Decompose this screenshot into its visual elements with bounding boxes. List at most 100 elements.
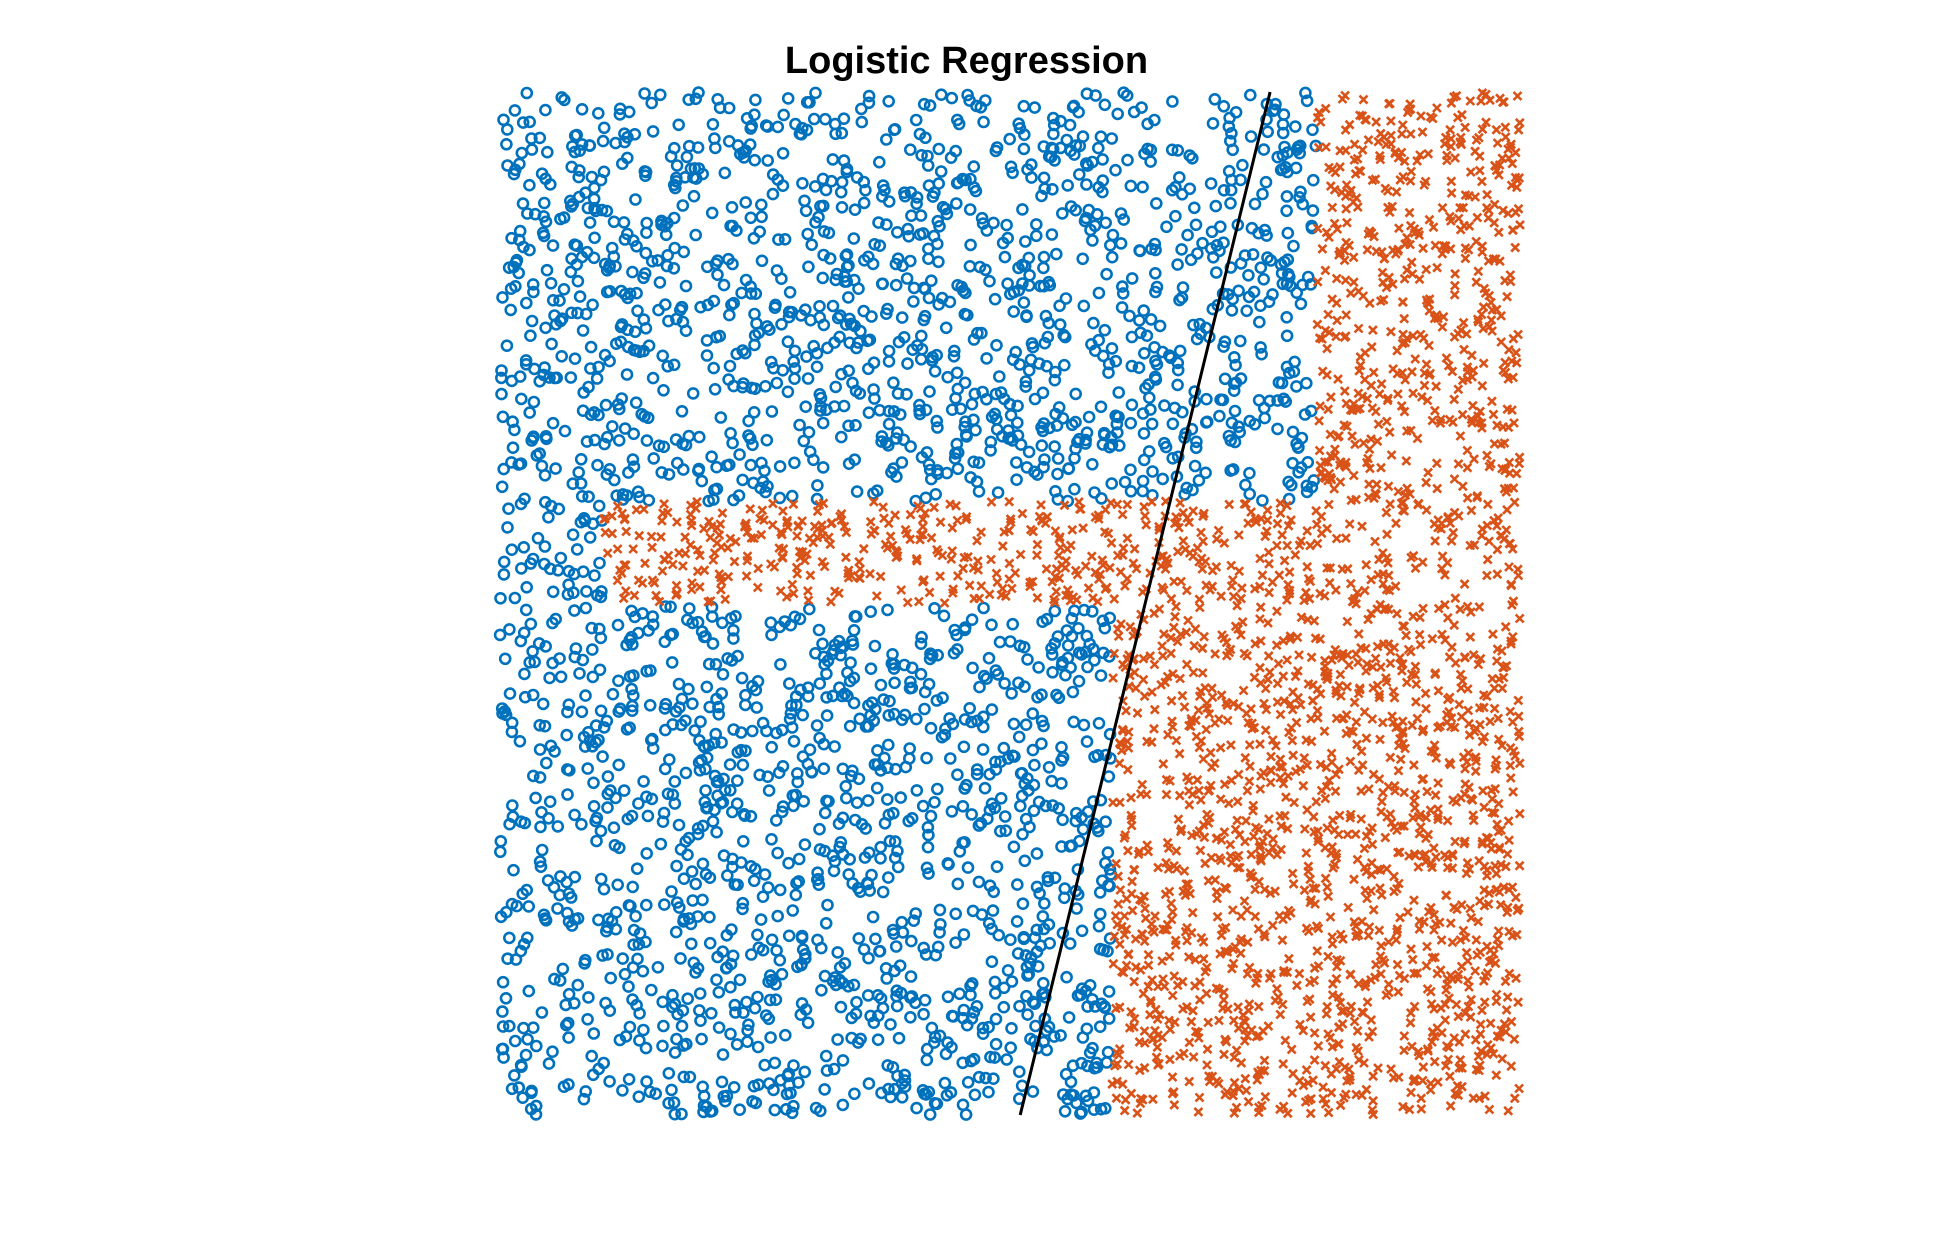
data-point-circle xyxy=(494,910,508,924)
data-point-circle xyxy=(636,964,650,978)
data-point-cross xyxy=(1137,1094,1148,1105)
data-point-circle xyxy=(675,404,689,418)
data-point-cross xyxy=(1447,642,1457,653)
data-point-cross xyxy=(1452,1080,1463,1091)
data-point-cross xyxy=(1414,274,1425,285)
data-point-circle xyxy=(846,764,859,778)
data-point-cross xyxy=(1228,944,1239,955)
data-point-circle xyxy=(599,996,612,1010)
data-point-cross xyxy=(1242,968,1253,979)
data-point-circle xyxy=(1030,229,1043,243)
data-point-cross xyxy=(677,561,688,571)
data-point-circle xyxy=(496,410,510,424)
data-point-cross xyxy=(1162,729,1173,740)
data-point-cross xyxy=(1401,455,1412,466)
data-point-circle xyxy=(657,383,670,397)
data-point-cross xyxy=(1354,365,1365,376)
data-point-cross xyxy=(1217,630,1227,640)
data-point-cross xyxy=(1161,857,1172,868)
data-point-circle xyxy=(1076,252,1089,266)
data-point-cross xyxy=(1233,530,1244,540)
data-point-circle xyxy=(561,588,575,601)
data-point-cross xyxy=(1332,432,1343,442)
data-point-circle xyxy=(553,652,566,665)
data-point-circle xyxy=(851,881,865,895)
data-point-circle xyxy=(720,1089,734,1103)
data-point-circle xyxy=(1124,463,1137,477)
data-point-circle xyxy=(1012,730,1026,744)
data-point-cross xyxy=(1295,764,1306,775)
data-point-cross xyxy=(1453,458,1464,469)
data-point-circle xyxy=(814,391,828,405)
data-point-circle xyxy=(905,661,919,675)
data-point-cross xyxy=(1393,721,1404,732)
data-point-circle xyxy=(685,865,699,878)
data-point-cross xyxy=(1432,1077,1443,1088)
data-point-cross xyxy=(1329,825,1340,836)
data-point-circle xyxy=(1156,472,1169,486)
data-point-cross xyxy=(1150,1025,1160,1036)
data-point-cross xyxy=(1252,968,1263,979)
data-point-circle xyxy=(612,674,625,688)
data-point-cross xyxy=(1462,956,1473,966)
data-point-circle xyxy=(818,969,832,983)
data-point-cross xyxy=(1505,538,1516,549)
data-point-circle xyxy=(1003,397,1017,411)
data-point-cross xyxy=(1437,629,1447,640)
data-point-circle xyxy=(520,580,534,594)
data-point-cross xyxy=(1415,612,1425,623)
data-point-circle xyxy=(566,477,580,491)
data-point-circle xyxy=(625,604,638,618)
data-point-circle xyxy=(873,239,887,252)
data-point-cross xyxy=(1465,903,1476,914)
data-point-cross xyxy=(1491,520,1502,531)
data-point-circle xyxy=(679,324,693,338)
data-point-circle xyxy=(746,1095,759,1108)
data-point-circle xyxy=(989,755,1002,769)
data-point-circle xyxy=(790,767,804,780)
data-point-cross xyxy=(1158,585,1169,596)
data-point-circle xyxy=(502,1019,516,1033)
data-point-circle xyxy=(548,972,561,986)
data-point-cross xyxy=(1275,772,1286,783)
data-point-circle xyxy=(990,338,1003,352)
series-crosses xyxy=(598,87,1525,1120)
data-point-cross xyxy=(1327,202,1338,213)
data-point-circle xyxy=(907,914,921,928)
data-point-cross xyxy=(1462,374,1473,385)
data-point-cross xyxy=(1149,927,1160,938)
data-point-circle xyxy=(594,590,608,604)
data-point-circle xyxy=(1091,748,1105,762)
data-point-cross xyxy=(1490,958,1501,969)
data-point-cross xyxy=(1483,255,1494,266)
data-point-circle xyxy=(1226,143,1239,157)
data-point-cross xyxy=(1469,454,1480,465)
data-point-circle xyxy=(585,621,599,635)
data-point-circle xyxy=(554,870,567,883)
data-point-circle xyxy=(1137,304,1150,317)
data-point-cross xyxy=(1090,567,1101,578)
data-point-cross xyxy=(1480,288,1491,299)
data-point-cross xyxy=(1493,713,1504,724)
data-point-cross xyxy=(1071,594,1082,605)
data-point-circle xyxy=(967,160,981,173)
data-point-cross xyxy=(1395,754,1406,765)
data-point-circle xyxy=(729,609,742,623)
data-point-circle xyxy=(741,1024,754,1037)
data-point-cross xyxy=(1492,138,1503,148)
data-point-cross xyxy=(1326,757,1337,768)
data-point-cross xyxy=(1384,427,1395,438)
data-point-cross xyxy=(1246,1025,1257,1035)
data-point-cross xyxy=(1312,538,1323,549)
data-point-cross xyxy=(1414,629,1425,640)
data-point-circle xyxy=(722,373,735,386)
data-point-circle xyxy=(776,363,790,377)
data-point-cross xyxy=(1136,895,1147,906)
data-point-circle xyxy=(649,1087,663,1100)
data-point-circle xyxy=(707,736,721,750)
data-point-circle xyxy=(871,1033,885,1046)
data-point-cross xyxy=(1473,266,1484,277)
data-point-circle xyxy=(505,799,519,812)
data-point-cross xyxy=(1166,593,1177,604)
data-point-cross xyxy=(1251,516,1262,527)
